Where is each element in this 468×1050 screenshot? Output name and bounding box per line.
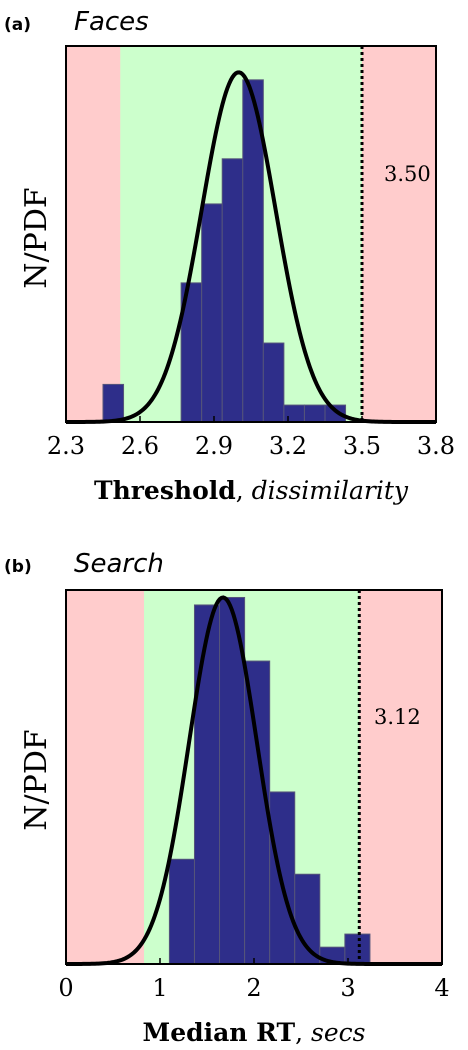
panel-a-xlabel-italic: dissimilarity bbox=[252, 476, 409, 505]
panel-b-bar-0 bbox=[168, 858, 195, 965]
panel-a-xtick-label-0: 2.3 bbox=[47, 432, 85, 460]
panel-a-xtick-label-5: 3.8 bbox=[417, 432, 455, 460]
panel-b-xtick-label-2: 2 bbox=[246, 974, 261, 1002]
panel-b: (b) Search N/PDF 3.12 0 1 2 3 4 Median RT, s… bbox=[4, 549, 450, 1047]
panel-a-threshold-label: 3.50 bbox=[384, 162, 431, 186]
panel-a-bar-0 bbox=[102, 383, 125, 423]
panel-a-xlabel-sep: , bbox=[236, 476, 252, 505]
panel-a-xtick-label-2: 2.9 bbox=[195, 432, 233, 460]
panel-a-bar-3 bbox=[221, 158, 244, 423]
panel-a-xlabel: Threshold, dissimilarity bbox=[94, 476, 409, 505]
panel-b-plot: 3.12 0 1 2 3 4 bbox=[58, 589, 450, 1002]
panel-a-xtick-label-3: 3.2 bbox=[269, 432, 307, 460]
panel-a-bar-5 bbox=[262, 342, 285, 423]
panel-b-xtick-label-3: 3 bbox=[340, 974, 355, 1002]
panel-b-xtick-label-4: 4 bbox=[434, 974, 449, 1002]
panel-b-xlabel-bold: Median RT bbox=[143, 1018, 296, 1047]
panel-b-xlabel-sep: , bbox=[295, 1018, 311, 1047]
panel-a-xtick-label-1: 2.6 bbox=[121, 432, 159, 460]
panel-b-threshold-label: 3.12 bbox=[374, 705, 421, 729]
panel-a-bar-6 bbox=[283, 404, 305, 423]
panel-b-ylabel: N/PDF bbox=[19, 729, 54, 830]
panel-a-xticks: 2.3 2.6 2.9 3.2 3.5 3.8 bbox=[47, 416, 455, 460]
panel-b-bar-3 bbox=[244, 660, 271, 965]
panel-b-xticks: 0 1 2 3 4 bbox=[58, 958, 450, 1002]
panel-a-xtick-label-4: 3.5 bbox=[343, 432, 381, 460]
panel-a-title: Faces bbox=[74, 7, 149, 37]
panel-a-frame bbox=[65, 45, 437, 423]
panel-a-plot: 3.50 2.3 2.6 2.9 3.2 3.5 3.8 bbox=[47, 45, 455, 460]
panel-b-bar-7 bbox=[344, 933, 371, 965]
panel-b-letter: (b) bbox=[4, 557, 32, 577]
panel-b-xlabel: Median RT, secs bbox=[143, 1018, 366, 1047]
panel-a-bar-2 bbox=[201, 203, 223, 423]
panel-b-xtick-label-1: 1 bbox=[152, 974, 167, 1002]
panel-a-letter: (a) bbox=[4, 15, 31, 35]
panel-b-bar-2 bbox=[219, 596, 246, 965]
panel-b-xlabel-italic: secs bbox=[311, 1018, 365, 1047]
panel-a-bar-7 bbox=[303, 404, 326, 423]
panel-b-bar-1 bbox=[193, 604, 221, 965]
panel-a-ylabel: N/PDF bbox=[19, 187, 54, 288]
panel-a: (a) Faces N/PDF 3.50 2.3 2.6 2.9 3.2 3.5 3.8 … bbox=[4, 7, 455, 505]
panel-a-xlabel-bold: Threshold bbox=[94, 476, 236, 505]
panel-b-title: Search bbox=[74, 549, 164, 579]
panel-b-xtick-label-0: 0 bbox=[58, 974, 73, 1002]
panel-a-bars bbox=[102, 79, 347, 423]
